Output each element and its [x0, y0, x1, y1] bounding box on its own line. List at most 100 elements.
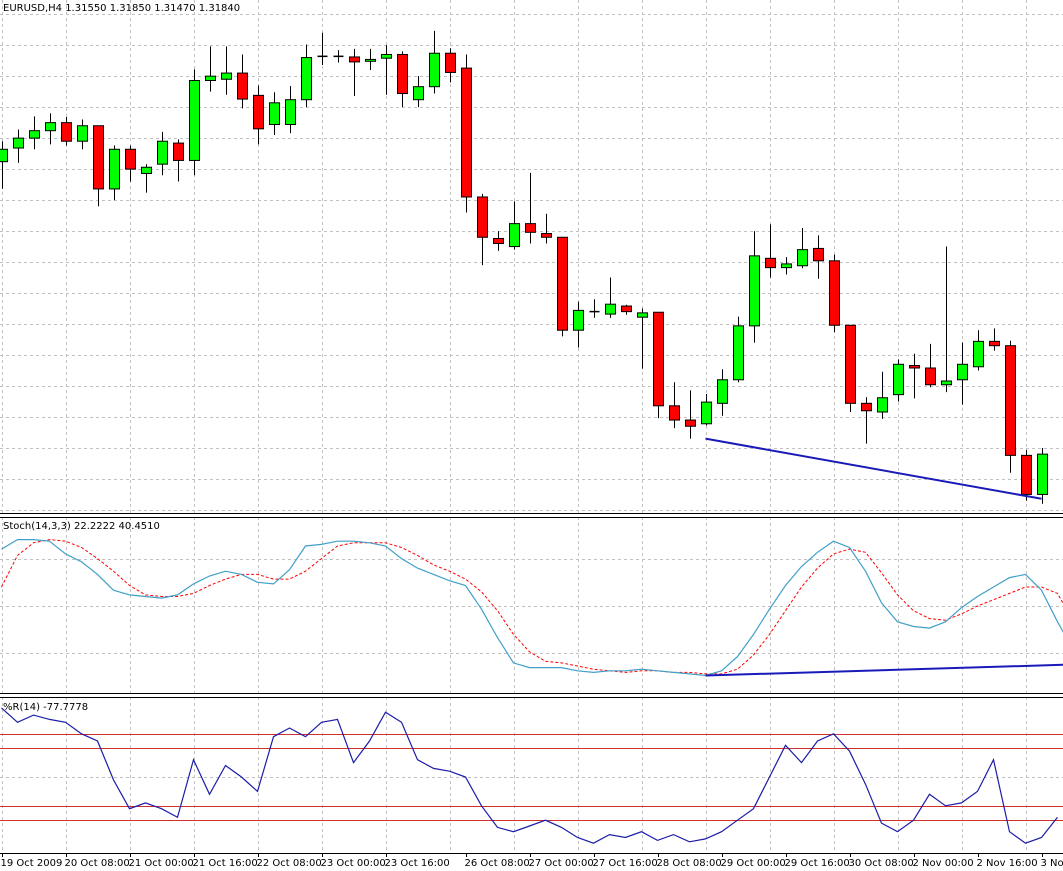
candle-body — [253, 94, 264, 130]
candle-body — [349, 56, 360, 63]
bearish-candle[interactable] — [541, 213, 552, 244]
bullish-candle[interactable] — [701, 394, 712, 426]
bullish-candle[interactable] — [973, 330, 984, 371]
bullish-candle[interactable] — [781, 257, 792, 275]
bearish-candle[interactable] — [989, 328, 1000, 351]
bullish-candle[interactable] — [13, 129, 24, 163]
bearish-candle[interactable] — [621, 304, 632, 315]
price-panel[interactable] — [0, 30, 1048, 504]
bearish-candle[interactable] — [589, 299, 600, 318]
candle-body — [637, 312, 648, 318]
bullish-candle[interactable] — [77, 119, 88, 150]
bullish-candle[interactable] — [157, 131, 168, 176]
bearish-candle[interactable] — [557, 236, 568, 337]
time-axis-label: 19 Oct 2009 — [1, 858, 63, 869]
bullish-candle[interactable] — [797, 227, 808, 269]
stochastic-main-line[interactable] — [1, 538, 1063, 677]
bearish-candle[interactable] — [669, 382, 680, 429]
stochastic-panel[interactable] — [1, 538, 1063, 677]
bullish-candle[interactable] — [749, 231, 760, 343]
bearish-candle[interactable] — [125, 145, 136, 182]
bullish-candle[interactable] — [1037, 447, 1048, 504]
bearish-candle[interactable] — [173, 139, 184, 182]
bearish-candle[interactable] — [829, 254, 840, 333]
bearish-candle[interactable] — [813, 235, 824, 279]
candle-body — [957, 363, 968, 381]
time-axis-label: 21 Oct 16:00 — [193, 858, 258, 869]
bullish-candle[interactable] — [877, 371, 888, 419]
candle-body — [93, 125, 104, 190]
bullish-candle[interactable] — [29, 116, 40, 150]
bullish-candle[interactable] — [205, 46, 216, 92]
bullish-candle[interactable] — [941, 246, 952, 393]
candle-body — [653, 311, 664, 407]
williams-r-panel[interactable] — [0, 707, 1063, 844]
bearish-candle[interactable] — [525, 172, 536, 244]
bearish-candle[interactable] — [61, 117, 72, 146]
bullish-candle[interactable] — [109, 145, 120, 201]
candle-body — [525, 223, 536, 233]
time-axis-label: 3 Nov 08:00 — [1041, 858, 1063, 869]
bearish-candle[interactable] — [397, 51, 408, 108]
bullish-candle[interactable] — [317, 32, 328, 66]
bearish-candle[interactable] — [925, 343, 936, 388]
candle-body — [381, 53, 392, 59]
bearish-candle[interactable] — [445, 48, 456, 83]
candle-body — [925, 367, 936, 386]
price-trendline[interactable] — [705, 437, 1042, 500]
bullish-candle[interactable] — [221, 46, 232, 95]
bullish-candle[interactable] — [0, 141, 8, 189]
bullish-candle[interactable] — [637, 308, 648, 369]
bullish-candle[interactable] — [429, 30, 440, 94]
time-axis-label: 26 Oct 08:00 — [465, 858, 530, 869]
time-axis-label: 22 Oct 08:00 — [257, 858, 322, 869]
bearish-candle[interactable] — [93, 125, 104, 207]
bearish-candle[interactable] — [653, 311, 664, 419]
candle-body — [717, 379, 728, 404]
williams-r-line[interactable] — [1, 707, 1058, 844]
bullish-candle[interactable] — [733, 316, 744, 383]
bearish-candle[interactable] — [253, 85, 264, 145]
bullish-candle[interactable] — [573, 301, 584, 348]
bullish-candle[interactable] — [509, 201, 520, 250]
bullish-candle[interactable] — [189, 69, 200, 176]
bearish-candle[interactable] — [493, 231, 504, 251]
time-axis-label: 2 Nov 00:00 — [913, 858, 974, 869]
stochastic-trendline[interactable] — [705, 663, 1063, 677]
candle-body — [269, 102, 280, 125]
bullish-candle[interactable] — [605, 277, 616, 318]
bearish-candle[interactable] — [685, 390, 696, 439]
candle-body — [989, 340, 1000, 347]
bullish-candle[interactable] — [957, 342, 968, 405]
bullish-candle[interactable] — [285, 86, 296, 134]
bearish-candle[interactable] — [861, 397, 872, 444]
candle-body — [125, 148, 136, 170]
bearish-candle[interactable] — [909, 353, 920, 399]
time-axis-label: 30 Oct 08:00 — [849, 858, 914, 869]
bullish-candle[interactable] — [45, 113, 56, 145]
bearish-candle[interactable] — [477, 193, 488, 266]
bullish-candle[interactable] — [717, 369, 728, 416]
bullish-candle[interactable] — [141, 164, 152, 193]
bullish-candle[interactable] — [413, 76, 424, 108]
bearish-candle[interactable] — [237, 54, 248, 109]
stochastic-signal-line[interactable] — [1, 539, 1063, 675]
bullish-candle[interactable] — [333, 50, 344, 63]
bullish-candle[interactable] — [365, 48, 376, 70]
bearish-candle[interactable] — [765, 224, 776, 278]
bullish-candle[interactable] — [301, 44, 312, 108]
bullish-candle[interactable] — [269, 92, 280, 136]
candle-body — [845, 324, 856, 404]
candle-body — [973, 340, 984, 368]
bearish-candle[interactable] — [845, 324, 856, 412]
bearish-candle[interactable] — [349, 48, 360, 96]
bearish-candle[interactable] — [461, 54, 472, 213]
candle-body — [237, 72, 248, 100]
bearish-candle[interactable] — [1021, 449, 1032, 501]
bullish-candle[interactable] — [893, 359, 904, 402]
bearish-candle[interactable] — [1005, 340, 1016, 473]
candle-body — [461, 67, 472, 198]
candle-body — [397, 53, 408, 95]
candle-body — [365, 58, 376, 62]
bullish-candle[interactable] — [381, 45, 392, 95]
